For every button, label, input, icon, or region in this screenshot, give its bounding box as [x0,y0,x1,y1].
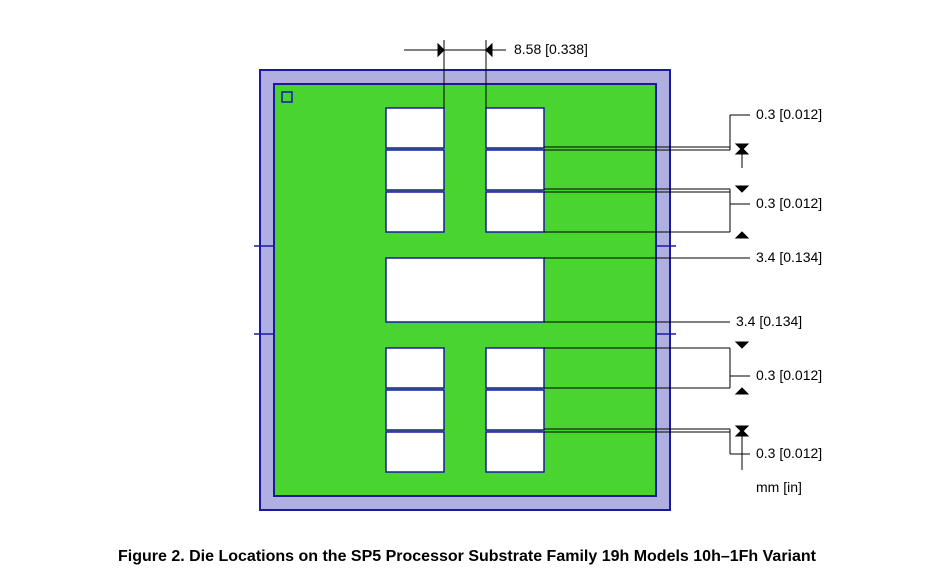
units-label: mm [in] [756,479,802,495]
figure-caption: Figure 2. Die Locations on the SP5 Proce… [0,548,934,566]
dim-top-label: 8.58 [0.338] [514,41,588,57]
dim-right-label-1: 0.3 [0.012] [756,195,822,211]
dim-right-label-4: 0.3 [0.012] [756,367,822,383]
dim-right-label-0: 0.3 [0.012] [756,106,822,122]
figure-stage: 8.58 [0.338] 0.3 [0.012] 0.3 [0.012] 3.4 [0… [0,0,934,581]
dim-right-label-5: 0.3 [0.012] [756,445,822,461]
dim-right-label-2: 3.4 [0.134] [756,249,822,265]
dim-right-label-3: 3.4 [0.134] [736,313,802,329]
